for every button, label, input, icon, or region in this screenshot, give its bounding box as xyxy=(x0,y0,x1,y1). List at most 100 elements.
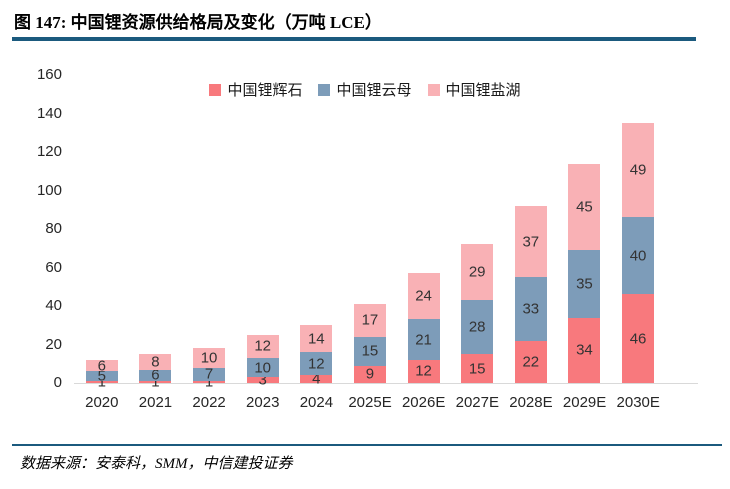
figure-title: 图 147: 中国锂资源供给格局及变化（万吨 LCE） xyxy=(14,13,382,32)
legend-label: 中国锂云母 xyxy=(336,82,412,99)
x-axis-label: 2023 xyxy=(246,394,280,411)
bar-segment: 15 xyxy=(461,354,494,383)
y-axis-tick-label: 40 xyxy=(45,297,62,314)
bar-segment-label: 12 xyxy=(307,355,325,373)
legend-item-2: 中国锂盐湖 xyxy=(427,79,521,100)
bar-segment-label: 6 xyxy=(151,366,160,384)
legend-swatch-icon xyxy=(427,83,440,96)
legend-item-1: 中国锂云母 xyxy=(318,79,412,100)
bar-segment-label: 29 xyxy=(468,263,486,281)
bar-segment: 6 xyxy=(139,366,172,384)
bar-segment-label: 49 xyxy=(629,161,647,179)
bar-group-2022: 1 7 10 xyxy=(193,348,226,390)
bar-segment: 12 xyxy=(407,359,440,383)
title-rule xyxy=(12,37,696,41)
x-axis-label: 2029E xyxy=(562,394,607,411)
x-axis-label: 2027E xyxy=(455,394,499,411)
bar-segment-label: 40 xyxy=(629,247,647,265)
bar-segment: 10 xyxy=(193,348,226,368)
bar-segment: 34 xyxy=(568,317,601,383)
y-axis-tick-label: 20 xyxy=(45,335,62,353)
bar-segment-label: 34 xyxy=(576,341,593,359)
bar-segment-label: 15 xyxy=(361,342,379,360)
bar-segment: 22 xyxy=(514,340,547,383)
bar-segment: 33 xyxy=(514,277,547,341)
bar-segment-label: 10 xyxy=(254,359,272,377)
bar-segment: 29 xyxy=(461,244,494,301)
bar-segment: 8 xyxy=(139,353,172,371)
bar-segment: 10 xyxy=(246,357,279,378)
bar-segment: 12 xyxy=(300,352,333,376)
bar-segment-label: 3 xyxy=(258,371,267,389)
legend-item-0: 中国锂辉石 xyxy=(209,79,302,100)
bar-segment-label: 46 xyxy=(629,330,647,348)
bar-segment-label: 35 xyxy=(576,275,593,293)
bar-segment: 40 xyxy=(622,217,655,295)
bar-segment: 28 xyxy=(461,300,494,355)
bar-segment-label: 8 xyxy=(151,353,160,371)
bar-group-2023: 3 10 12 xyxy=(246,334,279,388)
legend-label: 中国锂辉石 xyxy=(227,82,303,99)
bar-segment-label: 22 xyxy=(522,353,540,371)
bar-group-2024: 4 12 14 xyxy=(300,325,333,387)
x-axis-label: 2020 xyxy=(85,394,119,411)
footer-rule xyxy=(12,444,722,446)
x-axis-label: 2030E xyxy=(616,394,660,411)
y-axis-tick-label: 140 xyxy=(36,104,62,122)
x-axis-baseline xyxy=(74,383,698,384)
bar-segment: 15 xyxy=(353,336,386,366)
bar-segment: 1 xyxy=(193,375,226,390)
bar-segment: 21 xyxy=(407,319,440,360)
bar-segment-label: 28 xyxy=(468,318,486,336)
bar-segment-label: 15 xyxy=(468,360,486,378)
source-note: 数据来源：安泰科，SMM，中信建投证券 xyxy=(20,456,293,472)
bar-group-2025E: 9 15 17 xyxy=(353,304,386,383)
bar-group-2030E: 46 40 49 xyxy=(622,123,655,383)
bar-segment-label: 9 xyxy=(365,365,375,383)
bar-segment: 6 xyxy=(85,358,118,373)
x-axis-labels: 2020 2021 2022 2023 2024 2025E 2026E 2027E 2028E… xyxy=(75,394,665,411)
y-axis-tick-label: 160 xyxy=(36,66,62,83)
bar-segment: 14 xyxy=(300,325,333,353)
bar-segment: 37 xyxy=(514,205,547,278)
bar-segment-label: 21 xyxy=(415,331,432,349)
bar-segment: 1 xyxy=(85,375,118,390)
bar-segment: 7 xyxy=(193,365,226,383)
y-axis-tick-label: 120 xyxy=(36,143,62,160)
bar-segment-label: 24 xyxy=(415,287,432,305)
bar-segment: 1 xyxy=(139,375,172,390)
bar-segment: 12 xyxy=(246,334,279,358)
bar-segment-label: 14 xyxy=(307,330,325,348)
bar-segment: 24 xyxy=(407,273,440,320)
legend-label: 中国锂盐湖 xyxy=(445,82,521,99)
bar-segment: 46 xyxy=(622,294,655,383)
bar-segment-label: 1 xyxy=(151,373,160,391)
bar-segment: 5 xyxy=(85,367,118,385)
bar-group-2028E: 22 33 37 xyxy=(514,205,547,383)
bar-segment-label: 5 xyxy=(97,367,106,385)
bar-segment: 45 xyxy=(568,163,601,251)
x-axis-label: 2026E xyxy=(401,394,446,411)
bar-segment-label: 33 xyxy=(522,300,540,318)
bar-group-2029E: 34 35 45 xyxy=(568,163,601,383)
x-axis-label: 2025E xyxy=(348,394,392,411)
bar-segment: 17 xyxy=(353,304,386,337)
bar-segment-label: 7 xyxy=(204,365,214,383)
bar-group-2026E: 12 21 24 xyxy=(407,273,440,383)
bar-segment-label: 4 xyxy=(312,370,321,388)
bar-segment-label: 1 xyxy=(97,373,106,391)
y-axis-tick-label: 0 xyxy=(53,374,62,391)
bar-segment: 4 xyxy=(300,372,333,387)
x-axis-label: 2028E xyxy=(509,394,553,411)
bar-segment: 35 xyxy=(568,250,601,318)
y-axis-tick-label: 60 xyxy=(45,258,62,276)
bar-segment-label: 12 xyxy=(415,362,432,380)
bar-segment-label: 45 xyxy=(576,198,593,216)
bar-segment-label: 17 xyxy=(361,311,379,329)
y-axis-tick-label: 100 xyxy=(36,181,62,199)
legend-swatch-icon xyxy=(209,83,222,96)
bar-segment: 49 xyxy=(622,123,655,218)
